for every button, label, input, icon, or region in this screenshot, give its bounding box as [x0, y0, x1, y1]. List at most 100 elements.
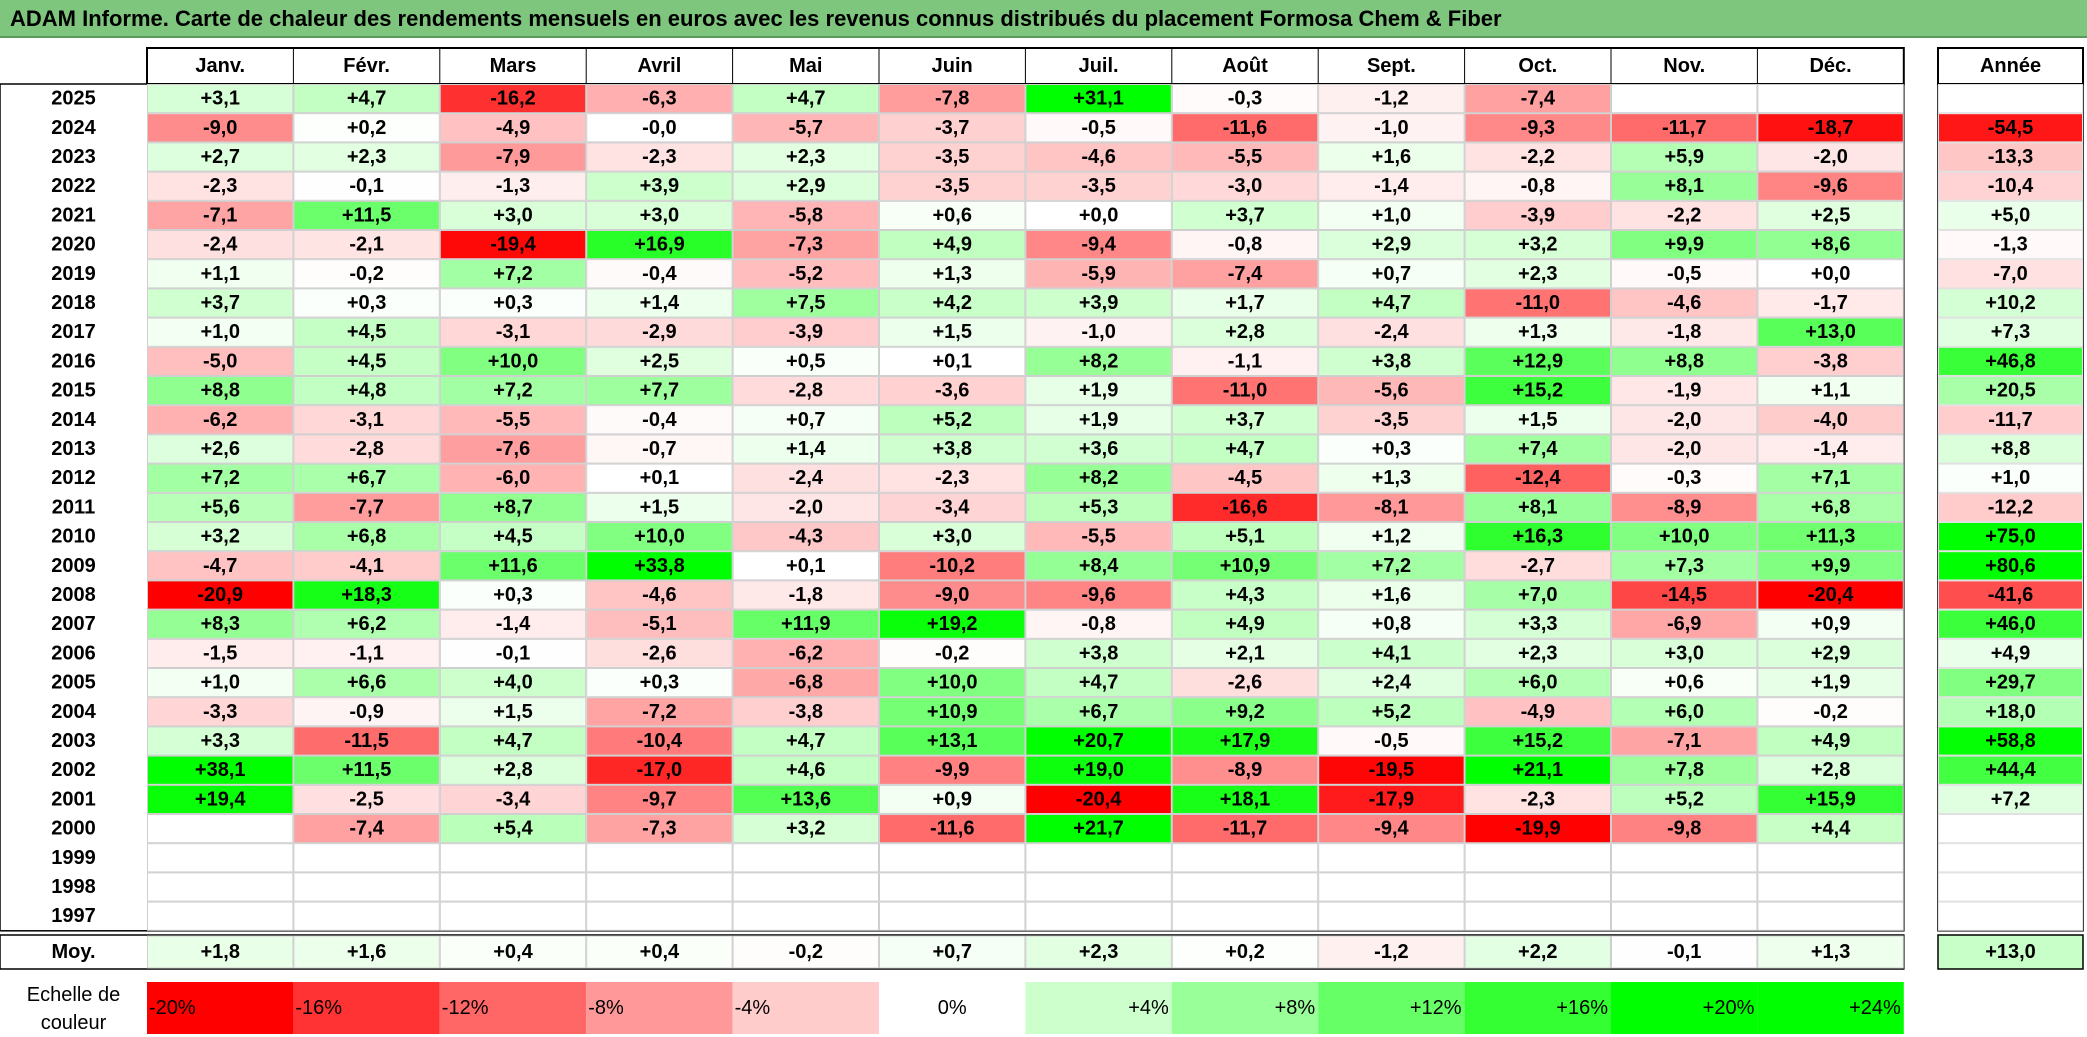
year-label-2005: 2005 — [51, 672, 96, 694]
cell-value-2003-11: -7,1 — [1667, 730, 1701, 752]
cell-value-2004-3: +1,5 — [493, 701, 532, 723]
heatmap-cell-2017-8 — [1171, 317, 1319, 347]
heatmap-cell-2007-7 — [1025, 609, 1172, 639]
cell-value-2012-6: -2,3 — [935, 467, 969, 489]
cell-value-2022-4: +3,9 — [640, 175, 679, 197]
average-value-4: +0,4 — [640, 941, 680, 963]
scale-label-8: +8% — [1275, 997, 1316, 1019]
cell-value-2018-3: +0,3 — [493, 292, 532, 314]
cell-value-2010-5: -4,3 — [789, 526, 823, 548]
heatmap-cell-2014-8 — [1171, 405, 1319, 435]
heatmap-cell-1999-11 — [1611, 843, 1758, 873]
cell-value-2024-2: +0,2 — [347, 117, 386, 139]
cell-value-2024-7: -0,5 — [1081, 117, 1115, 139]
cell-value-2014-4: -0,4 — [642, 409, 677, 431]
cell-value-2021-9: +1,0 — [1372, 204, 1411, 226]
cell-value-2000-12: +4,4 — [1811, 818, 1851, 840]
heatmap-cell-2015-7 — [1025, 376, 1172, 406]
cell-value-2019-7: -5,9 — [1081, 263, 1115, 285]
month-header-11: Nov. — [1663, 55, 1705, 77]
cell-value-2006-12: +2,9 — [1811, 642, 1850, 664]
scale-label-line1: Echelle de — [27, 984, 120, 1006]
cell-value-2013-12: -1,4 — [1813, 438, 1848, 460]
heatmap-cell-2014-12 — [1757, 405, 1904, 435]
cell-value-2021-10: -3,9 — [1521, 204, 1555, 226]
year-label-2014: 2014 — [51, 409, 96, 431]
year-label-2023: 2023 — [51, 146, 96, 168]
cell-value-2024-6: -3,7 — [935, 117, 969, 139]
heatmap-cell-2024-9 — [1318, 113, 1465, 143]
heatmap-cell-2000-1 — [147, 814, 294, 844]
cell-value-2003-4: -10,4 — [637, 730, 683, 752]
cell-value-2005-5: -6,8 — [789, 672, 823, 694]
cell-value-2012-7: +8,2 — [1079, 467, 1118, 489]
cell-value-2020-12: +8,6 — [1811, 234, 1850, 256]
cell-value-2001-10: -2,3 — [1521, 788, 1555, 810]
cell-value-2019-5: -5,2 — [789, 263, 823, 285]
heatmap-cell-1998-11 — [1611, 872, 1758, 902]
cell-value-2006-8: +2,1 — [1225, 642, 1264, 664]
cell-value-2005-9: +2,4 — [1372, 672, 1412, 694]
heatmap-cell-2009-9 — [1318, 551, 1465, 581]
heatmap-cell-1998-10 — [1464, 872, 1611, 902]
cell-value-2025-10: -7,4 — [1521, 88, 1556, 110]
cell-value-2014-2: -3,1 — [349, 409, 383, 431]
heatmap-cell-2021-11 — [1611, 200, 1758, 231]
annual-value-2009: +80,6 — [1985, 555, 2036, 577]
heatmap-cell-2007-10 — [1464, 609, 1611, 639]
cell-value-2020-10: +3,2 — [1518, 234, 1557, 256]
cell-value-2002-1: +38,1 — [195, 759, 246, 781]
heatmap-cell-2025-2 — [293, 84, 440, 114]
heatmap-cell-2019-1 — [147, 259, 294, 289]
annual-value-2019: -7,0 — [1993, 263, 2027, 285]
cell-value-2001-6: +0,9 — [932, 788, 971, 810]
cell-value-2009-8: +10,9 — [1220, 555, 1271, 577]
annual-value-2005: +29,7 — [1985, 672, 2036, 694]
heatmap-cell-1998-9 — [1318, 872, 1465, 902]
heatmap-cell-2004-3 — [439, 697, 587, 727]
heatmap-cell-2019-2 — [293, 259, 440, 289]
heatmap-cell-2020-4 — [586, 230, 733, 260]
annual-value-2002: +44,4 — [1985, 759, 2036, 781]
cell-value-2014-8: +3,7 — [1225, 409, 1264, 431]
cell-value-2021-3: +3,0 — [493, 204, 532, 226]
cell-value-2015-9: -5,6 — [1374, 380, 1408, 402]
heatmap-cell-2022-5 — [732, 171, 879, 201]
heatmap-cell-2008-12 — [1757, 580, 1904, 610]
heatmap-cell-1999-12 — [1757, 843, 1904, 873]
heatmap-cell-2022-7 — [1025, 171, 1172, 201]
year-label-2024: 2024 — [51, 117, 96, 139]
heatmap-cell-2022-8 — [1171, 171, 1319, 201]
cell-value-2022-3: -1,3 — [496, 175, 530, 197]
heatmap-cell-2001-1 — [147, 784, 294, 814]
average-cell-2 — [293, 935, 440, 969]
cell-value-2020-2: -2,1 — [349, 234, 383, 256]
scale-label-3: -12% — [442, 997, 489, 1019]
heatmap-cell-2005-1 — [147, 668, 294, 698]
heatmap-cell-2008-6 — [879, 580, 1026, 610]
cell-value-2004-10: -4,9 — [1521, 701, 1555, 723]
cell-value-2017-1: +1,0 — [200, 321, 239, 343]
scale-label-2: -16% — [295, 997, 342, 1019]
annual-cell-2012 — [1938, 463, 2083, 493]
heatmap-cell-2010-11 — [1611, 522, 1758, 552]
annual-value-2010: +75,0 — [1985, 526, 2036, 548]
cell-value-2002-3: +2,8 — [493, 759, 532, 781]
heatmap-cell-2006-8 — [1171, 638, 1319, 668]
cell-value-2023-7: -4,6 — [1081, 146, 1115, 168]
heatmap-cell-2023-10 — [1464, 142, 1611, 172]
heatmap-cell-2014-3 — [439, 405, 587, 435]
heatmap-cell-2005-11 — [1611, 668, 1758, 698]
heatmap-cell-2023-8 — [1171, 142, 1319, 172]
heatmap-cell-2009-5 — [732, 551, 879, 581]
average-cell-1 — [147, 935, 294, 969]
cell-value-2000-3: +5,4 — [493, 818, 533, 840]
annual-value-2004: +18,0 — [1985, 701, 2036, 723]
cell-value-2012-3: -6,0 — [496, 467, 530, 489]
heatmap-cell-2015-6 — [879, 376, 1026, 406]
cell-value-2022-9: -1,4 — [1374, 175, 1409, 197]
heatmap-cell-2014-4 — [586, 405, 733, 435]
annual-cell-1999 — [1938, 843, 2083, 873]
heatmap-cell-2021-9 — [1318, 200, 1465, 231]
cell-value-2007-7: -0,8 — [1081, 613, 1115, 635]
